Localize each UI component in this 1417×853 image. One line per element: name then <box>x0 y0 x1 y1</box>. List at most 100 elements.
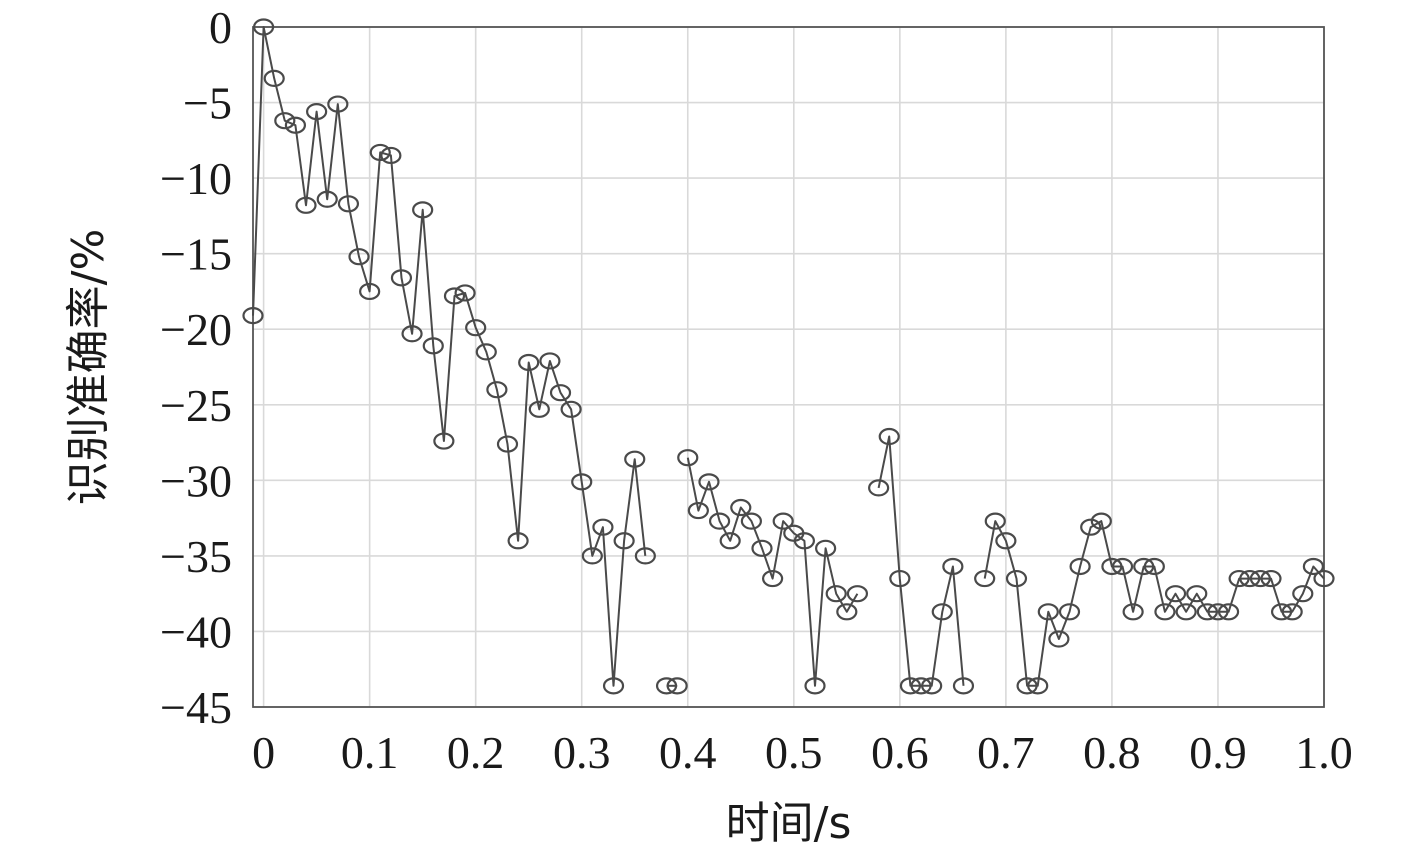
data-point <box>539 352 561 370</box>
data-point <box>1239 569 1261 588</box>
data-point <box>1069 557 1091 576</box>
data-point <box>793 532 816 550</box>
data-point <box>666 677 688 695</box>
data-point <box>359 282 381 301</box>
x-tick-label: 0.3 <box>553 727 611 778</box>
plot-frame <box>252 26 1325 708</box>
x-tick-label: 0 <box>252 727 275 778</box>
data-point <box>952 677 975 695</box>
data-point <box>1281 603 1303 621</box>
data-point <box>571 473 593 491</box>
data-point <box>815 539 837 557</box>
y-axis-title: 识别准确率/% <box>63 229 114 506</box>
data-point <box>253 18 275 36</box>
data-point <box>602 677 625 695</box>
data-point <box>443 287 466 305</box>
data-point <box>316 190 338 208</box>
y-tick-label: −35 <box>160 531 232 582</box>
data-point <box>1217 603 1240 621</box>
y-tick-label: −30 <box>160 455 232 506</box>
data-point <box>1260 569 1282 588</box>
y-tick-label: −25 <box>160 380 232 431</box>
data-point <box>751 539 773 557</box>
data-point <box>496 435 519 453</box>
data-point <box>1111 557 1134 576</box>
data-point <box>634 547 656 565</box>
data-point <box>995 532 1017 550</box>
data-point <box>412 201 434 219</box>
data-point <box>306 103 328 121</box>
data-point <box>1249 569 1271 588</box>
data-point <box>730 498 752 517</box>
x-tick-label: 0.7 <box>977 727 1035 778</box>
data-point <box>454 284 476 302</box>
data-point <box>1154 603 1176 621</box>
x-tick-label: 0.2 <box>447 727 505 778</box>
data-point <box>369 143 391 162</box>
data-point <box>1175 603 1197 621</box>
data-point <box>560 400 582 418</box>
data-point <box>518 353 540 372</box>
data-point <box>380 146 402 165</box>
data-point <box>337 195 360 213</box>
data-point <box>910 677 932 695</box>
data-point <box>1302 557 1324 576</box>
data-point <box>327 95 349 113</box>
data-point <box>1048 630 1070 648</box>
data-point <box>868 479 890 497</box>
data-point <box>613 532 635 550</box>
data-point <box>974 569 996 588</box>
y-axis-tick-labels: 0 −5 −10 −15 −20 −25 −30 −35 −40 −45 <box>160 2 232 733</box>
data-point <box>825 585 847 603</box>
y-tick-label: −40 <box>160 606 232 657</box>
data-point <box>475 343 497 361</box>
data-point <box>878 427 900 446</box>
data-point <box>581 547 603 565</box>
data-point <box>677 449 699 467</box>
data-point <box>1164 585 1187 603</box>
data-point <box>984 512 1006 530</box>
y-tick-label: 0 <box>209 2 232 53</box>
data-point <box>1228 569 1250 588</box>
data-point <box>1122 603 1144 621</box>
data-point <box>507 532 529 550</box>
data-point <box>931 603 953 621</box>
y-tick-label: −20 <box>160 304 232 355</box>
data-point <box>390 269 413 287</box>
x-tick-label: 0.8 <box>1083 727 1141 778</box>
data-point <box>708 512 731 530</box>
x-tick-label: 0.9 <box>1189 727 1247 778</box>
data-point-markers <box>242 18 1335 695</box>
data-point <box>836 603 858 621</box>
data-point <box>921 677 943 695</box>
data-point <box>401 325 423 343</box>
data-point <box>846 585 869 603</box>
y-tick-label: −5 <box>183 78 232 129</box>
data-point <box>889 569 911 588</box>
data-point <box>772 512 794 530</box>
data-point <box>433 432 455 450</box>
data-point <box>486 381 508 399</box>
data-point <box>740 512 762 530</box>
data-point <box>242 307 264 325</box>
data-point <box>348 248 370 266</box>
data-point <box>942 557 964 576</box>
data-point <box>719 532 741 550</box>
data-point <box>1196 603 1218 621</box>
data-point <box>804 677 826 695</box>
data-point <box>687 501 709 520</box>
data-point <box>1292 585 1314 603</box>
data-point <box>1016 677 1038 695</box>
x-axis-tick-labels: 0 0.1 0.2 0.3 0.4 0.5 0.6 0.7 0.8 0.9 1.0 <box>252 727 1353 778</box>
data-point <box>1270 603 1293 621</box>
series-line-segment <box>252 26 647 687</box>
data-point <box>422 337 444 355</box>
data-point <box>624 450 646 468</box>
x-tick-label: 1.0 <box>1295 727 1353 778</box>
data-point <box>1143 557 1165 576</box>
data-point <box>1133 557 1155 576</box>
data-point <box>1186 585 1208 603</box>
y-tick-label: −10 <box>160 153 232 204</box>
